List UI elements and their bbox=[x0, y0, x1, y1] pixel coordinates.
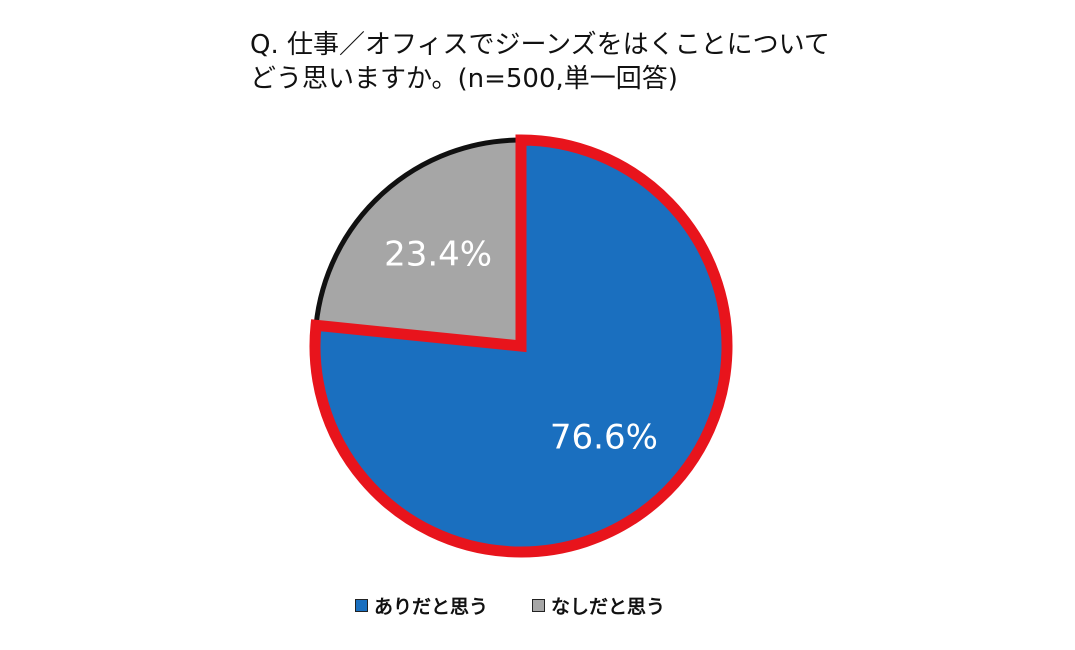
pie-label-no: 23.4% bbox=[384, 234, 492, 274]
chart-title: Q. 仕事／オフィスでジーンズをはくことについて どう思いますか。(n=500,… bbox=[250, 28, 970, 96]
legend-swatch-yes bbox=[355, 598, 368, 612]
pie-slice-yes bbox=[309, 134, 733, 558]
chart-title-line-2: どう思いますか。(n=500,単一回答) bbox=[250, 64, 678, 94]
chart-legend: ありだと思う なしだと思う bbox=[355, 590, 665, 620]
legend-swatch-no bbox=[532, 598, 546, 612]
pie-slice-no bbox=[313, 137, 524, 349]
legend-label-no: なしだと思う bbox=[551, 595, 666, 618]
pie-label-yes: 76.6% bbox=[550, 418, 658, 458]
legend-item-yes: ありだと思う bbox=[355, 592, 488, 619]
chart-title-line-1: Q. 仕事／オフィスでジーンズをはくことについて bbox=[250, 30, 830, 60]
legend-label-yes: ありだと思う bbox=[374, 595, 489, 618]
legend-item-no: なしだと思う bbox=[532, 592, 665, 619]
